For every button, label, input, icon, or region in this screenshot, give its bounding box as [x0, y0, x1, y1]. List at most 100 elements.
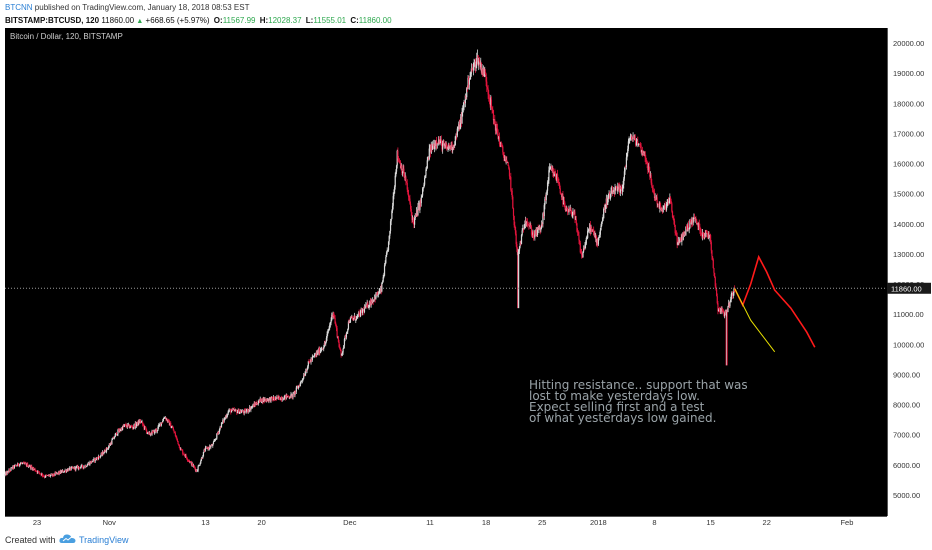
candle-down-body [678, 240, 680, 243]
candle-down-body [168, 419, 170, 421]
candle-up-body [342, 348, 344, 353]
candle-down-body [691, 218, 694, 223]
time-axis[interactable] [0, 516, 932, 529]
candle-up-body [202, 456, 204, 459]
candle-down-body [409, 198, 411, 204]
candle-down-body [710, 242, 712, 251]
candle-up-body [413, 218, 416, 225]
candle-up-body [210, 444, 213, 446]
candle-up-body [365, 304, 367, 309]
candle-down-body [194, 468, 197, 471]
candle-down-body [374, 296, 376, 300]
candle-up-body [353, 315, 356, 318]
candle-up-body [7, 471, 9, 473]
candle-down-body [407, 194, 410, 197]
candle-down-body [560, 193, 563, 198]
candle-up-body [307, 361, 309, 367]
candle-down-body [249, 407, 251, 410]
candle-down-body [271, 396, 273, 399]
candle-up-body [355, 316, 358, 320]
candle-up-body [327, 331, 329, 335]
candle-up-body [353, 317, 355, 320]
author-link[interactable]: BTCNN [5, 3, 33, 12]
tradingview-brand-link[interactable]: TradingView [79, 535, 129, 545]
candle-down-body [145, 427, 147, 430]
candle-down-body [539, 226, 541, 231]
candle-down-body [732, 293, 734, 296]
candle-up-body [463, 102, 465, 108]
candle-up-body [302, 378, 304, 380]
candle-down-body [516, 248, 519, 256]
candle-up-body [239, 411, 241, 413]
candle-down-body [499, 144, 501, 145]
candle-down-body [573, 212, 575, 214]
candle-up-body [297, 386, 299, 389]
candle-down-body [577, 232, 579, 236]
candle-up-body [482, 67, 485, 72]
candle-down-body [558, 182, 560, 184]
candle-up-body [269, 397, 271, 399]
candle-down-body [140, 420, 142, 422]
symbol-label[interactable]: BITSTAMP:BTCUSD, 120 [5, 16, 100, 25]
candle-up-body [180, 448, 182, 450]
candle-down-body [474, 61, 476, 68]
candle-up-body [601, 221, 603, 226]
candle-down-body [21, 463, 23, 464]
x-tick-label: Feb [840, 518, 853, 527]
candle-down-body [611, 189, 613, 194]
candle-up-body [205, 447, 207, 449]
candle-up-body [94, 458, 96, 462]
candle-up-body [157, 426, 159, 431]
candle-up-body [50, 474, 52, 476]
price-chart[interactable]: Bitcoin / Dollar, 120, BITSTAMP 20000.00… [0, 28, 932, 529]
candle-up-body [521, 230, 523, 236]
candle-down-body [36, 471, 38, 473]
candle-down-body [38, 471, 40, 473]
candle-down-body [406, 182, 408, 190]
candle-down-body [465, 95, 467, 98]
candle-up-body [330, 320, 332, 323]
candle-up-body [730, 299, 732, 302]
candle-down-body [620, 186, 622, 190]
candle-up-body [276, 396, 278, 399]
candle-down-body [420, 200, 422, 204]
candle-up-body [545, 192, 547, 200]
candle-up-body [633, 135, 636, 139]
candle-down-body [40, 473, 42, 476]
candle-up-body [392, 196, 394, 206]
candle-up-body [608, 193, 610, 198]
candle-down-body [413, 223, 415, 225]
candle-down-body [450, 146, 452, 150]
candle-up-body [587, 230, 589, 232]
candle-up-body [84, 465, 86, 468]
candle-up-body [524, 220, 527, 225]
candle-down-body [190, 461, 192, 463]
candle-up-body [553, 172, 555, 177]
candle-down-body [222, 420, 225, 422]
price-axis[interactable] [887, 28, 932, 529]
candle-down-body [59, 471, 61, 474]
candle-down-body [110, 442, 112, 445]
candle-up-body [682, 232, 684, 241]
candle-down-body [311, 359, 313, 360]
candle-up-body [727, 306, 729, 312]
x-tick-label: 25 [538, 518, 546, 527]
candle-up-body [204, 447, 207, 451]
candle-down-body [581, 252, 583, 256]
candle-up-body [474, 61, 476, 64]
candle-down-body [279, 396, 281, 400]
candle-down-body [252, 404, 255, 408]
candle-down-body [182, 453, 185, 455]
annotation-line: Expect selling first and a test [529, 400, 705, 414]
candle-up-body [260, 401, 263, 403]
candle-down-body [142, 424, 144, 426]
candle-down-body [29, 465, 31, 469]
candle-up-body [291, 394, 293, 395]
candle-up-body [148, 432, 150, 434]
candle-down-body [130, 425, 132, 427]
candle-down-body [575, 219, 577, 224]
candle-down-body [55, 472, 57, 474]
candle-up-body [422, 188, 424, 196]
candle-up-body [313, 355, 315, 357]
y-tick-label: 8000.00 [893, 401, 920, 410]
